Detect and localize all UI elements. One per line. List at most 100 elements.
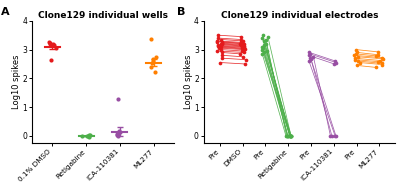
Point <box>263 42 269 45</box>
Point <box>46 42 53 45</box>
Point <box>241 51 247 54</box>
Point <box>238 35 245 38</box>
Point <box>263 49 270 52</box>
Point <box>216 47 222 50</box>
Point <box>215 45 221 48</box>
Point <box>375 53 381 56</box>
Point <box>351 54 358 57</box>
Point <box>153 55 159 58</box>
Point <box>114 134 121 137</box>
Point <box>85 133 92 136</box>
Point <box>286 134 293 137</box>
Point <box>373 54 380 57</box>
Point <box>219 41 225 44</box>
Point <box>375 60 381 63</box>
Point <box>150 60 156 63</box>
Point <box>84 135 90 138</box>
Point <box>306 51 313 54</box>
Point <box>288 134 294 137</box>
Point <box>261 51 267 54</box>
Point <box>353 48 359 51</box>
Text: B: B <box>177 7 185 17</box>
Y-axis label: Log10 spikes: Log10 spikes <box>184 55 192 109</box>
Point <box>240 55 246 58</box>
Point <box>379 62 385 65</box>
Point <box>217 46 223 49</box>
Point <box>287 134 293 137</box>
Point <box>217 61 223 64</box>
Point <box>259 52 265 55</box>
Point <box>117 131 124 134</box>
Point <box>213 40 220 43</box>
Point <box>236 43 243 46</box>
Point <box>239 46 246 49</box>
Point <box>284 134 291 137</box>
Text: A: A <box>1 7 9 17</box>
Point <box>238 38 244 41</box>
Point <box>218 38 225 41</box>
Point <box>242 62 248 65</box>
Point <box>218 43 225 46</box>
Point <box>259 45 265 48</box>
Point <box>219 54 226 57</box>
Point <box>353 52 359 55</box>
Point <box>352 58 358 61</box>
Point <box>287 134 293 137</box>
Point <box>333 61 339 64</box>
Title: Clone129 individual electrodes: Clone129 individual electrodes <box>221 11 378 20</box>
Point <box>241 45 247 48</box>
Point <box>306 54 312 57</box>
Title: Clone129 individual wells: Clone129 individual wells <box>38 11 168 20</box>
Point <box>51 44 57 47</box>
Point <box>239 42 245 45</box>
Point <box>115 132 122 135</box>
Point <box>148 66 154 69</box>
Y-axis label: Log10 spikes: Log10 spikes <box>12 55 21 109</box>
Point <box>355 60 362 63</box>
Point <box>215 34 221 37</box>
Point <box>379 57 386 60</box>
Point <box>116 129 123 132</box>
Point <box>238 44 244 47</box>
Point <box>213 49 220 52</box>
Point <box>219 42 225 45</box>
Point <box>261 44 267 47</box>
Point <box>288 134 294 137</box>
Point <box>150 57 157 60</box>
Point <box>259 36 265 39</box>
Point <box>259 48 265 51</box>
Point <box>310 55 317 58</box>
Point <box>115 98 122 101</box>
Point <box>218 48 224 51</box>
Point <box>238 41 245 44</box>
Point <box>241 42 247 45</box>
Point <box>355 55 361 58</box>
Point <box>332 134 338 137</box>
Point <box>260 47 267 50</box>
Point <box>242 48 248 51</box>
Point <box>149 62 155 65</box>
Point <box>333 134 339 137</box>
Point <box>308 57 314 60</box>
Point <box>356 61 363 64</box>
Point <box>307 56 314 59</box>
Point <box>87 134 93 137</box>
Point <box>379 63 385 66</box>
Point <box>219 42 225 45</box>
Point <box>215 36 221 39</box>
Point <box>265 35 271 38</box>
Point <box>331 62 337 65</box>
Point <box>373 66 379 69</box>
Point <box>242 58 249 61</box>
Point <box>352 57 358 60</box>
Point <box>240 45 247 48</box>
Point <box>377 59 383 62</box>
Point <box>329 134 335 137</box>
Point <box>45 41 52 44</box>
Point <box>261 39 267 42</box>
Point <box>215 44 221 47</box>
Point <box>288 134 294 137</box>
Point <box>53 47 59 50</box>
Point <box>219 57 226 60</box>
Point <box>114 134 121 137</box>
